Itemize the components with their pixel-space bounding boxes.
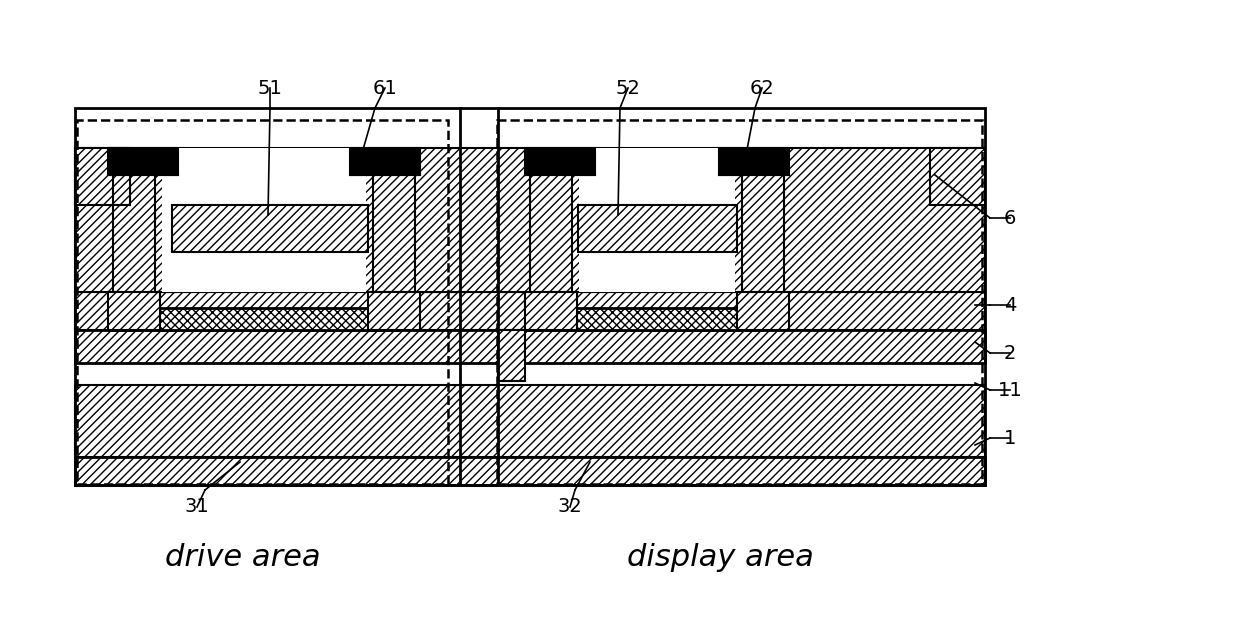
Text: 51: 51	[258, 79, 283, 98]
Bar	[74, 108, 985, 485]
Bar	[74, 457, 985, 485]
Text: 52: 52	[615, 79, 640, 98]
Bar	[74, 385, 985, 457]
Text: 4: 4	[1004, 295, 1017, 314]
Text: display area: display area	[626, 543, 813, 573]
Bar	[172, 205, 368, 252]
Bar	[930, 148, 985, 205]
Bar	[577, 205, 737, 292]
Bar	[525, 148, 595, 175]
Text: 61: 61	[373, 79, 397, 98]
Bar	[525, 292, 577, 330]
Bar	[160, 205, 172, 292]
Bar	[162, 148, 366, 292]
Bar	[74, 148, 985, 292]
Text: 6: 6	[1004, 209, 1017, 228]
Bar	[108, 148, 179, 175]
Bar	[77, 120, 448, 484]
Bar	[74, 148, 130, 205]
Text: 1: 1	[1004, 428, 1017, 448]
Bar	[110, 308, 398, 330]
Bar	[719, 148, 789, 175]
Bar	[497, 120, 982, 484]
Text: 31: 31	[185, 498, 210, 516]
Bar	[74, 330, 985, 363]
Bar	[368, 292, 420, 330]
Text: drive area: drive area	[165, 543, 321, 573]
Bar	[579, 148, 735, 292]
Text: 11: 11	[998, 381, 1022, 399]
Bar	[350, 148, 420, 175]
Bar	[108, 292, 160, 330]
Bar	[737, 292, 789, 330]
Bar	[498, 330, 525, 381]
Bar	[160, 205, 368, 292]
Bar	[528, 308, 763, 330]
Bar	[74, 292, 985, 330]
Text: 32: 32	[558, 498, 583, 516]
Text: 62: 62	[750, 79, 774, 98]
Text: 2: 2	[1004, 344, 1017, 363]
Bar	[578, 205, 737, 252]
